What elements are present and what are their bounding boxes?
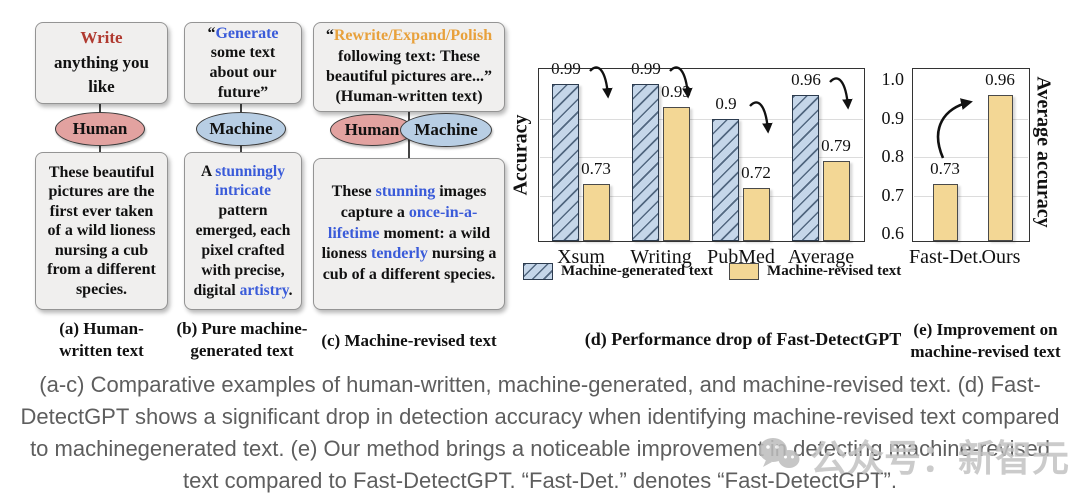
panel-b-output-text: A stunningly intricate pattern emerged, … [191, 162, 295, 301]
panel-c-open-quote: “ [325, 27, 334, 45]
panel-c-output-box: These stunning images capture a once-in-… [313, 158, 505, 310]
chart-e-caption: (e) Improvement on machine-revised text [910, 320, 1061, 362]
chart-e-y-axis-label: Average accuracy [1032, 76, 1055, 228]
chart-e-gridline [914, 119, 1028, 120]
panel-b-prompt-rest: some text about our future” [209, 44, 277, 101]
chart-d-gridline [540, 196, 863, 197]
chart-d-x-tick-label: PubMed [707, 246, 775, 268]
bar-value-label: 0.96 [791, 70, 821, 89]
bar-machine-revised [663, 107, 690, 241]
panel-a-prompt-text: Write anything you like [47, 26, 157, 100]
watermark-text: 公众号：新智元 [810, 437, 1069, 480]
chart-d-x-tick-label: Writing [630, 246, 692, 268]
panel-a-caption: (a) Human-written text [59, 319, 144, 361]
panel-c-prompt-text: “Rewrite/Expand/Polish following text: T… [320, 26, 498, 108]
machine-node-c: Machine [400, 113, 492, 147]
panel-b-output-pre: A [200, 162, 216, 180]
chart-d-x-tick-label: Average [787, 246, 855, 268]
panel-c-output-highlight-1: stunning [375, 183, 436, 200]
panel-a-output-text: These beautiful pictures are the first e… [47, 163, 156, 298]
legend-label-machine-revised: Machine-revised text [767, 263, 902, 279]
bar-value-label: 0.9 [715, 94, 737, 113]
human-node-c-label: Human [344, 120, 400, 139]
panel-b-open-quote: “ [207, 24, 216, 42]
chart-e-y-tick-label: 0.8 [881, 146, 905, 166]
panel-b-prompt-box: “Generate some text about our future” [184, 22, 302, 104]
panel-c-output-pre: These [331, 183, 376, 200]
figure-caption: (a-c) Comparative examples of human-writ… [20, 372, 1060, 493]
chart-d-gridline [540, 119, 863, 120]
panel-b-output-mid: pattern emerged, each pixel crafted with… [193, 202, 291, 299]
panel-a-prompt-rest: anything you like [54, 52, 149, 97]
machine-node-b: Machine [196, 112, 286, 146]
wechat-icon [759, 438, 800, 468]
bar-value-label: 0.79 [821, 136, 851, 155]
chart-d-y-axis-label: Accuracy [509, 114, 532, 196]
panel-b-prompt-keyword: Generate [215, 24, 279, 42]
panel-c-output-text: These stunning images capture a once-in-… [321, 182, 497, 286]
human-node-a: Human [55, 112, 145, 146]
chart-d-gridline [540, 157, 863, 158]
panel-a-prompt-keyword: Write [80, 28, 123, 48]
bar-machine-generated [712, 119, 739, 241]
chart-e-y-tick-label: 0.9 [881, 108, 905, 128]
bar-machine-revised [823, 161, 850, 241]
watermark: 公众号：新智元 [756, 428, 1069, 482]
legend-item-machine-generated: Machine-generated text [523, 263, 713, 280]
chart-d-caption: (d) Performance drop of Fast-DetectGPT [584, 329, 902, 349]
bar-value-label: 0.96 [985, 70, 1015, 89]
chart-e-x-tick-label: Fast-Det. [909, 246, 983, 268]
panel-c-prompt-box: “Rewrite/Expand/Polish following text: T… [313, 22, 505, 112]
panel-c-prompt-note: (Human-written text) [335, 88, 483, 106]
chart-e-gridline [914, 157, 1028, 158]
chart-e-y-tick-label: 0.6 [881, 223, 905, 243]
bar-value-label: 0.73 [581, 159, 611, 178]
bar-value-label: 0.72 [741, 163, 771, 182]
machine-generated-swatch-icon [523, 263, 553, 280]
panel-a-output-box: These beautiful pictures are the first e… [35, 152, 168, 310]
chart-e-gridline [914, 196, 1028, 197]
human-node-a-label: Human [72, 119, 128, 138]
bar-machine-generated [552, 84, 579, 241]
panel-c-output-highlight-3: tenderly [371, 245, 428, 263]
panel-a-prompt-box: Write anything you like [35, 22, 168, 104]
bar-value-label: 0.99 [551, 59, 581, 78]
bar-value-label: 0.73 [930, 159, 960, 178]
chart-e-x-tick-label: Ours [981, 246, 1021, 268]
human-node-c: Human [330, 114, 414, 146]
panel-b-output-end: . [288, 281, 293, 299]
machine-node-c-label: Machine [414, 120, 478, 139]
machine-revised-swatch-icon [729, 263, 760, 280]
machine-node-b-label: Machine [209, 119, 273, 138]
bar-machine-revised [583, 184, 610, 241]
panel-b-caption: (b) Pure machine-generated text [176, 319, 308, 361]
legend-item-machine-revised: Machine-revised text [729, 263, 901, 280]
panel-c-output-highlight-2: once-in-a-lifetime [327, 203, 478, 242]
legend-label-machine-generated: Machine-generated text [561, 263, 714, 279]
panel-c-caption: (c) Machine-revised text [321, 331, 497, 350]
panel-b-prompt-text: “Generate some text about our future” [193, 24, 293, 102]
bar-machine-generated [792, 95, 819, 241]
panel-c-output-mid-2: moment: a wild lioness [321, 224, 491, 263]
chart-e-y-tick-label: 0.7 [881, 185, 905, 205]
panel-c-output-mid-1: images capture a [340, 183, 487, 221]
panel-b-output-highlight-1: stunningly intricate [215, 162, 285, 200]
panel-c-prompt-keyword: Rewrite/Expand/Polish [333, 27, 493, 45]
panel-b-output-highlight-2: artistry [239, 281, 289, 299]
bar-ours [988, 95, 1013, 241]
chart-d-legend: Machine-generated text Machine-revised t… [523, 263, 901, 280]
panel-c-output-end: nursing a cub of a different species. [322, 245, 497, 284]
bar-machine-revised [743, 188, 770, 241]
bar-machine-generated [632, 84, 659, 241]
improvement-arrow [936, 98, 973, 159]
chart-d-x-tick-label: Xsum [557, 246, 605, 268]
panel-b-output-box: A stunningly intricate pattern emerged, … [184, 152, 302, 310]
bar-fast-det [933, 184, 958, 241]
panel-c-prompt-rest: following text: These beautiful pictures… [325, 47, 493, 85]
chart-e-y-tick-label: 1.0 [881, 69, 905, 89]
bar-value-label: 0.99 [631, 59, 661, 78]
